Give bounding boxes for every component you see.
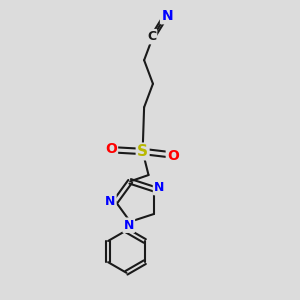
Text: O: O — [105, 142, 117, 155]
Text: O: O — [167, 149, 179, 163]
Text: S: S — [137, 144, 148, 159]
Text: C: C — [147, 30, 156, 43]
Text: N: N — [154, 181, 164, 194]
Text: N: N — [161, 9, 173, 23]
Text: N: N — [124, 219, 134, 232]
Text: N: N — [105, 195, 116, 208]
